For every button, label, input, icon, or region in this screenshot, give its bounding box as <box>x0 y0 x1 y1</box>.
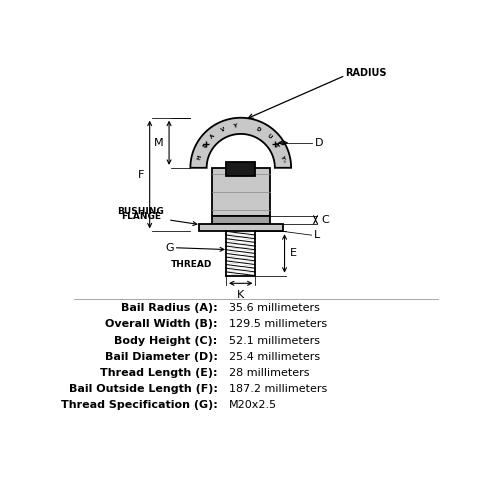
Text: F: F <box>138 170 144 179</box>
Text: Y: Y <box>232 124 237 129</box>
Text: Overall Width (B):: Overall Width (B): <box>105 320 218 330</box>
Text: U: U <box>266 133 272 140</box>
Polygon shape <box>226 162 256 175</box>
Text: Bail Diameter (D):: Bail Diameter (D): <box>104 352 218 362</box>
Polygon shape <box>226 232 256 276</box>
Text: H: H <box>197 154 203 160</box>
Text: 129.5 millimeters: 129.5 millimeters <box>229 320 327 330</box>
Text: T: T <box>274 143 280 148</box>
Text: ®: ® <box>280 158 284 163</box>
Text: C: C <box>322 215 329 225</box>
Text: 25.4 millimeters: 25.4 millimeters <box>229 352 320 362</box>
Text: 52.1 millimeters: 52.1 millimeters <box>229 336 320 345</box>
Text: M: M <box>154 138 163 148</box>
Text: E: E <box>202 143 208 148</box>
Text: FLANGE: FLANGE <box>121 212 161 222</box>
Text: Thread Specification (G):: Thread Specification (G): <box>61 400 218 410</box>
Text: D: D <box>256 126 262 133</box>
Text: BUSHING: BUSHING <box>118 206 164 216</box>
Text: V: V <box>220 126 226 133</box>
Text: Y: Y <box>278 154 284 160</box>
Text: Bail Radius (A):: Bail Radius (A): <box>121 304 218 314</box>
Text: D: D <box>314 138 323 148</box>
Text: L: L <box>314 230 320 240</box>
Polygon shape <box>212 168 270 216</box>
Polygon shape <box>212 216 270 224</box>
Polygon shape <box>199 224 282 232</box>
Text: A: A <box>210 133 216 140</box>
Text: Bail Outside Length (F):: Bail Outside Length (F): <box>68 384 218 394</box>
Text: 28 millimeters: 28 millimeters <box>229 368 310 378</box>
Text: THREAD: THREAD <box>170 260 212 269</box>
Text: E: E <box>290 248 298 258</box>
Text: K: K <box>237 290 244 300</box>
Text: G: G <box>165 242 173 252</box>
Text: 187.2 millimeters: 187.2 millimeters <box>229 384 328 394</box>
Text: 35.6 millimeters: 35.6 millimeters <box>229 304 320 314</box>
Text: RADIUS: RADIUS <box>346 68 387 78</box>
Text: Body Height (C):: Body Height (C): <box>114 336 218 345</box>
Polygon shape <box>190 118 291 168</box>
Text: M20x2.5: M20x2.5 <box>229 400 277 410</box>
Text: Thread Length (E):: Thread Length (E): <box>100 368 218 378</box>
